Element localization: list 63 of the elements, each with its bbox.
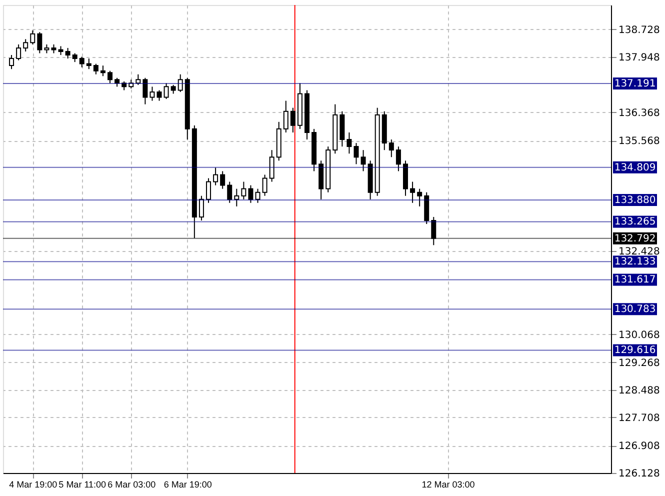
- candlestick: [220, 170, 226, 190]
- candlestick: [431, 216, 436, 246]
- candlestick: [410, 181, 416, 204]
- x-tick-label: 4 Mar 19:00: [9, 480, 58, 490]
- candlestick: [234, 188, 240, 207]
- candlestick: [136, 74, 141, 86]
- candlestick: [23, 38, 28, 52]
- candlestick: [206, 178, 212, 204]
- candlestick: [16, 44, 22, 61]
- candlestick: [156, 90, 162, 102]
- y-tick-label: 126.908: [618, 441, 660, 452]
- y-tick-label: 130.068: [618, 330, 660, 341]
- candlestick: [86, 58, 92, 70]
- y-tick-label: 137.948: [618, 52, 660, 64]
- ref-line-label: 129.616: [614, 345, 656, 356]
- candlestick: [262, 174, 268, 196]
- candlestick: [164, 82, 169, 100]
- ref-line-label: 131.617: [614, 274, 656, 286]
- candlestick: [150, 86, 155, 102]
- y-tick-label: 129.268: [618, 358, 660, 369]
- x-tick-label: 5 Mar 11:00: [58, 480, 106, 490]
- y-tick-label: 128.488: [618, 385, 660, 396]
- x-tick-label: 6 Mar 03:00: [108, 480, 156, 490]
- candlestick: [198, 195, 204, 221]
- y-tick-label: 126.128: [618, 468, 660, 480]
- y-tick-label: 132.428: [618, 246, 660, 258]
- x-tick-label: 12 Mar 03:00: [422, 480, 475, 490]
- candlestick: [417, 188, 422, 207]
- candlestick: [346, 132, 352, 154]
- ref-line-label: 133.880: [614, 195, 656, 206]
- ref-line-label: 137.191: [614, 78, 656, 90]
- x-tick-label: 6 Mar 19:00: [164, 480, 212, 490]
- ref-line-label: 132.792: [614, 233, 656, 244]
- ref-line-label: 134.809: [614, 162, 656, 174]
- candlestick: [227, 181, 232, 204]
- candlestick: [396, 146, 401, 172]
- y-tick-label: 135.568: [618, 136, 660, 148]
- candlestick: [100, 65, 106, 77]
- candlestick: [360, 150, 366, 172]
- candlestick: [93, 63, 98, 75]
- candlestick: [9, 54, 14, 70]
- candlestick: [248, 184, 254, 204]
- ref-line-label: 130.783: [614, 304, 656, 316]
- candlestick: [37, 32, 42, 54]
- candlestick: [354, 142, 359, 165]
- candlestick: [178, 74, 183, 92]
- candlestick: [290, 107, 296, 133]
- candlestick: [269, 150, 274, 182]
- candlestick: [283, 100, 288, 133]
- y-tick-label: 138.728: [618, 24, 660, 36]
- y-tick-label: 127.708: [618, 412, 660, 424]
- candlestick: [79, 56, 84, 68]
- candlestick: [388, 139, 394, 158]
- candlestick: [142, 77, 148, 105]
- candlestick: [213, 167, 218, 186]
- candlestick: [108, 70, 113, 84]
- candlestick: [255, 188, 260, 204]
- ref-line-label: 132.133: [614, 256, 656, 268]
- candlestick: [30, 30, 36, 45]
- candlestick: [65, 47, 70, 60]
- y-tick-label: 136.368: [618, 108, 660, 119]
- candlestick: [241, 181, 246, 200]
- ref-line-label: 133.265: [614, 216, 656, 228]
